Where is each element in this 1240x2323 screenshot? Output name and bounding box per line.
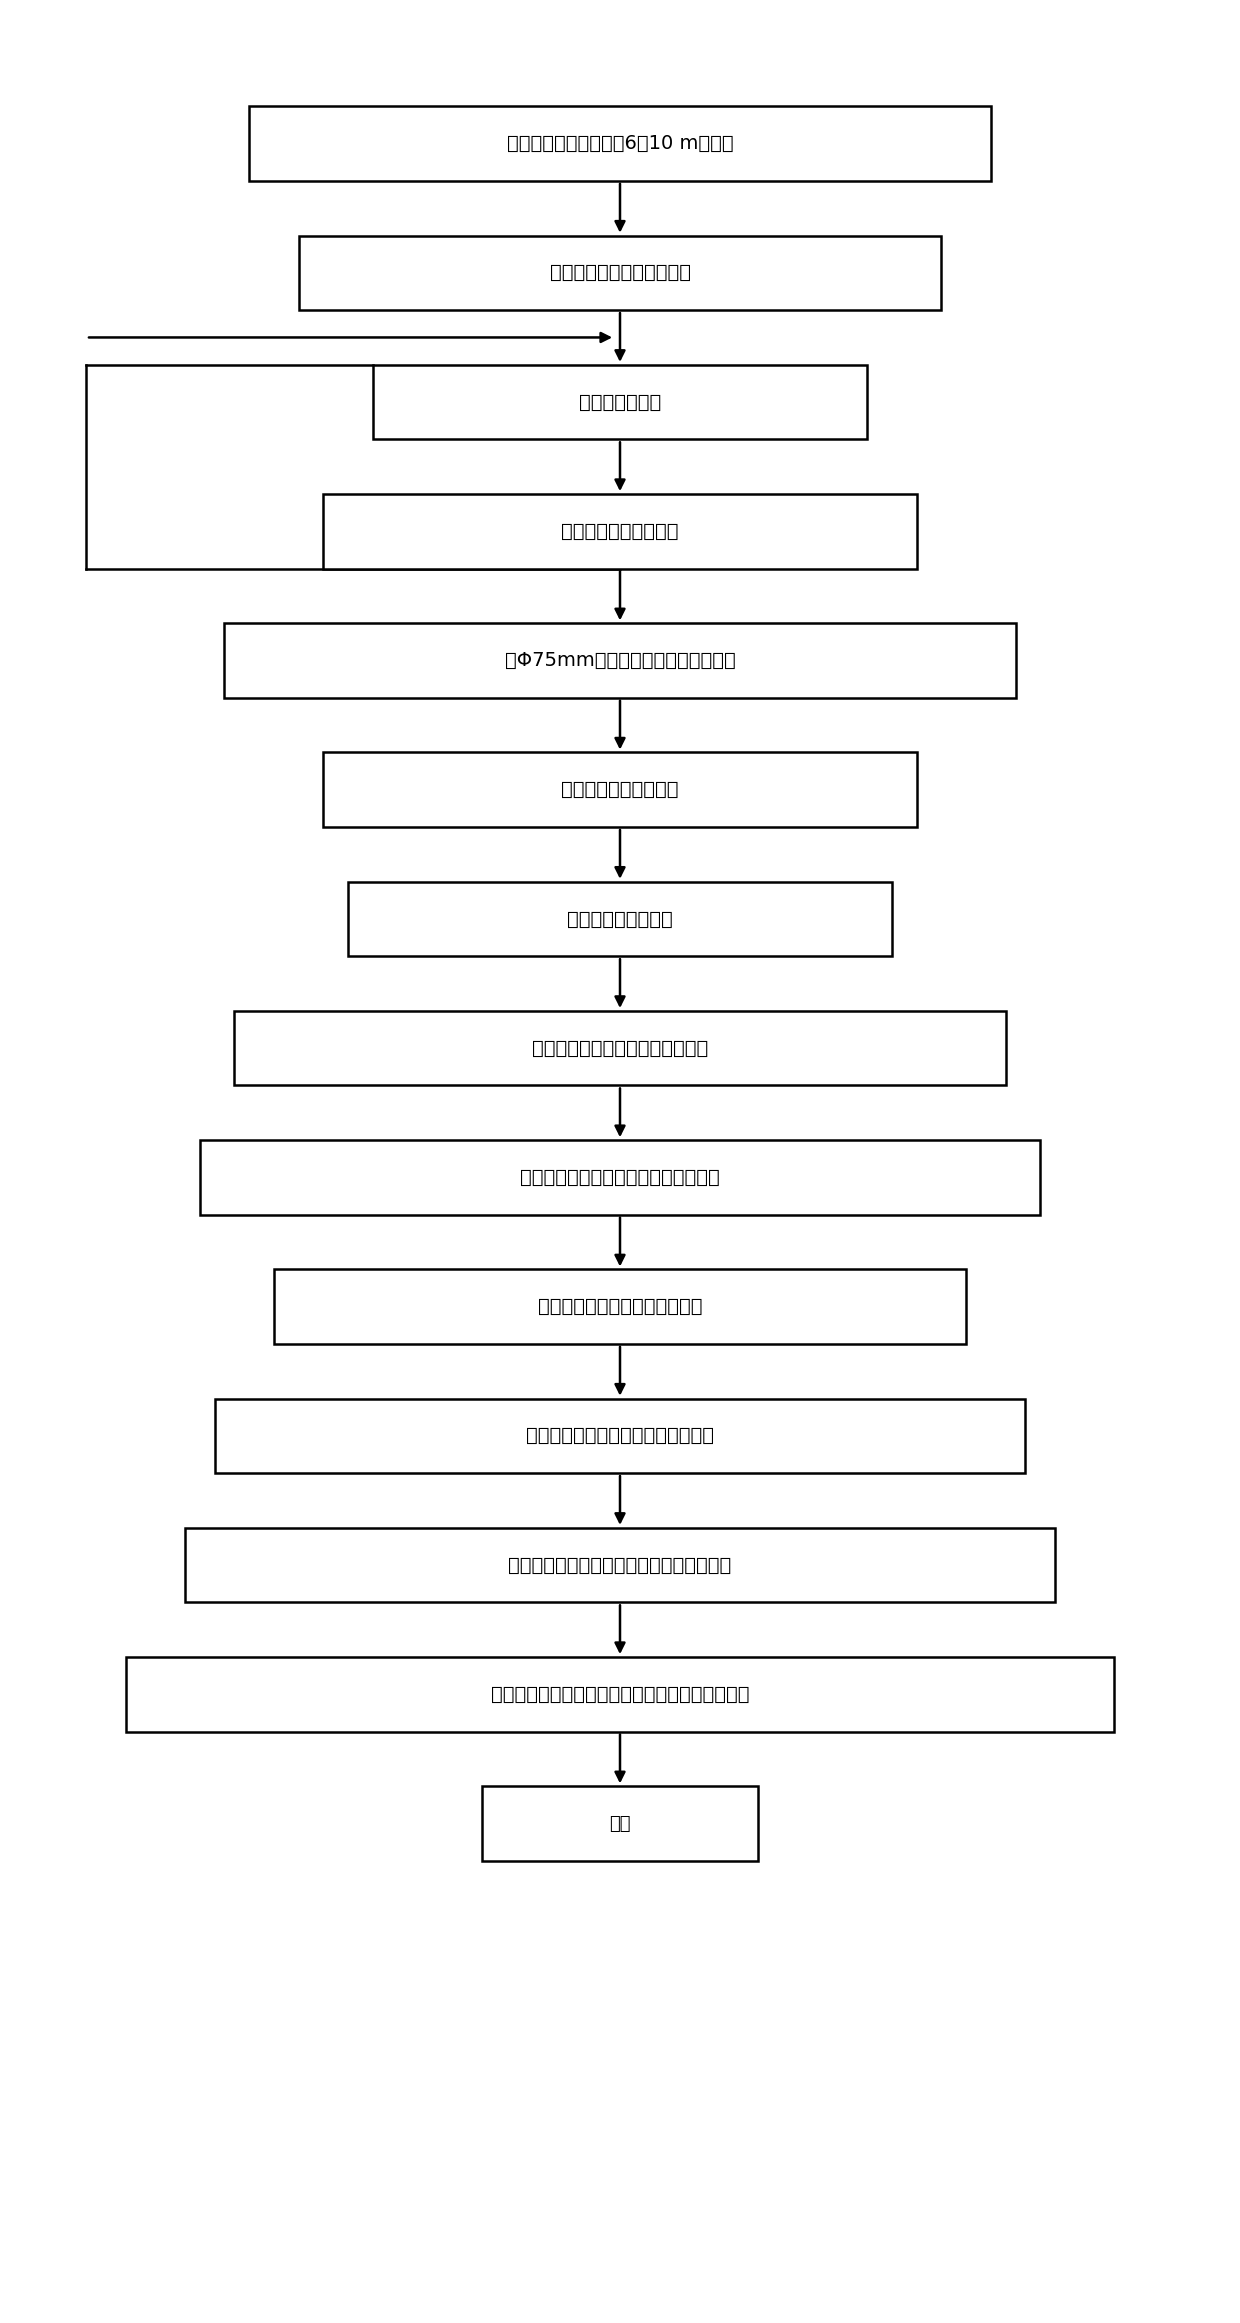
Text: 凝固后孔口管打钻试压: 凝固后孔口管打钻试压 bbox=[562, 523, 678, 541]
Bar bbox=[481, 1786, 759, 1861]
Bar bbox=[274, 1268, 966, 1345]
Text: 将压力表与法兰盖上的瓦斯管连接，观测瓦斯压力: 将压力表与法兰盖上的瓦斯管连接，观测瓦斯压力 bbox=[491, 1684, 749, 1703]
Bar bbox=[185, 1529, 1055, 1603]
Text: 将法兰盖与孔口管上的法兰连接: 将法兰盖与孔口管上的法兰连接 bbox=[538, 1296, 702, 1317]
Text: 用推杆将胶囊推入煤层中预定位置: 用推杆将胶囊推入煤层中预定位置 bbox=[532, 1038, 708, 1057]
Bar bbox=[324, 753, 916, 827]
Text: 插入带有法兰盘的的孔口管: 插入带有法兰盘的的孔口管 bbox=[549, 262, 691, 283]
Bar bbox=[234, 1011, 1006, 1085]
Text: 注浆固定孔口管: 注浆固定孔口管 bbox=[579, 393, 661, 411]
Bar bbox=[299, 235, 941, 311]
Bar bbox=[249, 107, 991, 181]
Text: 向胶囊中注入压力水，膨胀封住钻孔: 向胶囊中注入压力水，膨胀封住钻孔 bbox=[526, 1426, 714, 1445]
Text: 对钻孔周围的煤层注浆: 对钻孔周围的煤层注浆 bbox=[562, 781, 678, 799]
Text: 将瓦斯管及水管与法兰盖上的街头相连: 将瓦斯管及水管与法兰盖上的街头相连 bbox=[520, 1168, 720, 1187]
Bar bbox=[125, 1656, 1115, 1731]
Bar bbox=[215, 1398, 1025, 1473]
Text: 浆液凝固后重新打钻: 浆液凝固后重新打钻 bbox=[567, 911, 673, 929]
Bar bbox=[224, 623, 1016, 697]
Bar bbox=[200, 1141, 1040, 1215]
Text: 用高压注浆泵向法兰盖以内的钻孔注水泥浆: 用高压注浆泵向法兰盖以内的钻孔注水泥浆 bbox=[508, 1556, 732, 1575]
Text: 向煤层方向打一个深为6～10 m的钻孔: 向煤层方向打一个深为6～10 m的钻孔 bbox=[507, 135, 733, 153]
Bar bbox=[324, 495, 916, 569]
Text: 结束: 结束 bbox=[609, 1814, 631, 1833]
Bar bbox=[373, 365, 867, 439]
Text: 用Φ75mm钻头打钻至煤层中预定位置: 用Φ75mm钻头打钻至煤层中预定位置 bbox=[505, 650, 735, 669]
Bar bbox=[348, 883, 892, 957]
